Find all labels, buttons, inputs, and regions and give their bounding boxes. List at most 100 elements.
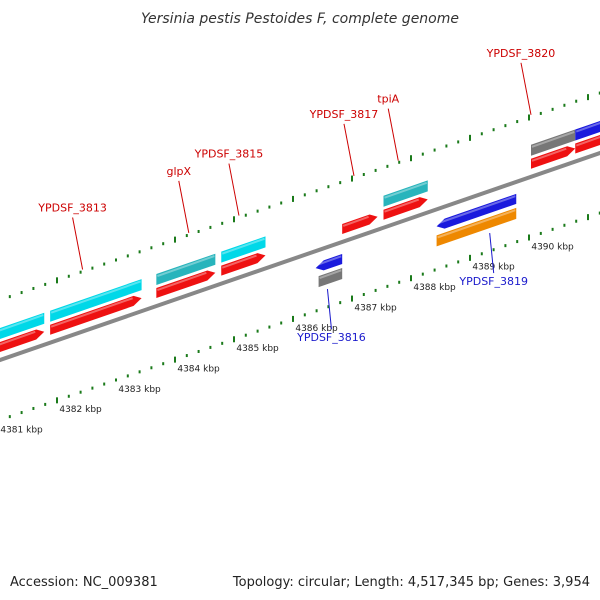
leader-line [520,62,532,115]
feature-shape [342,214,378,234]
gene-label-text: YPDSF_3813 [37,202,107,215]
feature-YPDSF_3813-cds [50,279,142,322]
scale-labels: 4381 kbp 4382 kbp 4383 kbp 4384 kbp 4385 kbp… [0,242,574,435]
feature-glpX-gene [156,270,216,299]
feature-shape [531,129,576,156]
feature-shape [318,267,343,288]
feature-YPDSF_3819-gene [436,193,517,229]
feature-highlight [384,198,420,213]
feature-highlight [437,195,516,225]
feature-highlight [50,280,141,314]
scale-label: 4383 kbp [118,385,161,395]
gene-label-YPDSF_3813: YPDSF_3813 [37,202,107,270]
feature-shape [50,279,142,322]
accession-text: Accession: NC_009381 [10,575,158,590]
feature-YPDSF_3815-cds [221,236,266,263]
feature-shape [383,197,428,220]
gene-label-YPDSF_3816: YPDSF_3816 [296,288,366,344]
lower-tick-ring [8,211,600,419]
feature-highlight [531,130,575,148]
feature-tpiA-cds [383,180,428,207]
gene-label-text: YPDSF_3816 [296,331,366,344]
scale-label: 4382 kbp [59,405,102,415]
feature-shape [0,312,45,340]
feature-shape [575,134,600,154]
feature-shape [156,253,216,286]
feature-shape [436,207,517,247]
feature-highlight [221,237,265,255]
gene-label-text: YPDSF_3819 [458,275,528,288]
feature-shape [156,270,216,299]
feature-glpX-cds [156,253,216,286]
gene-label-YPDSF_3815: YPDSF_3815 [194,148,264,216]
feature-shape [383,180,428,207]
genome-title: Yersinia pestis Pestoides F, complete ge… [141,11,459,27]
feature-shape [315,253,343,271]
leader-line [489,233,495,274]
feature-highlight [342,215,369,227]
scale-label: 4388 kbp [413,283,456,293]
scale-label: 4385 kbp [236,344,279,354]
feature-shape [575,120,600,141]
feature-highlight [316,255,342,267]
feature-YPDSF_3820-gene [531,146,576,169]
feature-YPDSF_3817-gene [342,214,378,234]
gene-label-YPDSF_3819: YPDSF_3819 [458,233,528,288]
feature-shape [221,253,266,276]
gene-label-glpX: glpX [167,165,192,233]
scale-label: 4384 kbp [177,365,220,375]
feature-highlight [157,255,215,278]
genome-backbone [0,150,600,363]
feature-highlight [50,297,133,328]
leader-line [326,288,332,330]
feature-shape [531,146,576,169]
scale-label: 4389 kbp [472,263,515,273]
feature-highlight [531,147,567,162]
feature-upper-red-4381 [0,329,45,353]
feature-tracks [0,120,600,353]
leader-line [72,217,84,270]
feature-shape [50,295,142,335]
scale-label: 4390 kbp [531,242,574,252]
feature-highlight [384,181,428,199]
scale-label: 4387 kbp [354,303,397,313]
gene-label-text: YPDSF_3817 [309,108,379,121]
gene-label-tpiA: tpiA [377,93,400,161]
gene-label-YPDSF_3817: YPDSF_3817 [309,108,379,176]
gene-label-text: YPDSF_3820 [486,47,556,60]
feature-highlight [157,271,207,292]
leader-line [178,180,190,233]
scale-label: 4381 kbp [0,426,43,436]
leader-line [343,123,355,176]
feature-YPDSF_3820-blue [575,120,600,141]
feature-YPDSF_3815-gene [221,253,266,276]
feature-highlight [319,269,342,280]
feature-upper-cyan-4381 [0,312,45,340]
gene-label-YPDSF_3820: YPDSF_3820 [486,47,556,115]
leader-line [228,163,240,216]
scale-label: 4386 kbp [295,324,338,334]
leader-line [387,108,399,161]
feature-highlight [0,330,36,346]
feature-YPDSF_3816-cds [318,267,343,288]
feature-highlight [221,254,257,269]
genome-summary-text: Topology: circular; Length: 4,517,345 bp… [232,575,590,590]
feature-shape [436,193,517,229]
feature-highlight [0,314,44,332]
gene-label-text: YPDSF_3815 [194,148,264,161]
upper-tick-ring [8,91,600,299]
feature-highlight [575,136,600,147]
feature-YPDSF_3816-gene [315,253,343,271]
feature-highlight [575,122,600,133]
feature-YPDSF_3819-cds [436,207,517,247]
feature-YPDSF_3813-gene [50,295,142,335]
feature-highlight [437,209,516,239]
gene-label-text: tpiA [377,93,399,106]
feature-tpiA-gene [383,197,428,220]
feature-YPDSF_3820-pseudo [531,129,576,156]
feature-shape [221,236,266,263]
feature-shape [0,329,45,353]
feature-YPDSF_3820-gene-2 [575,134,600,154]
